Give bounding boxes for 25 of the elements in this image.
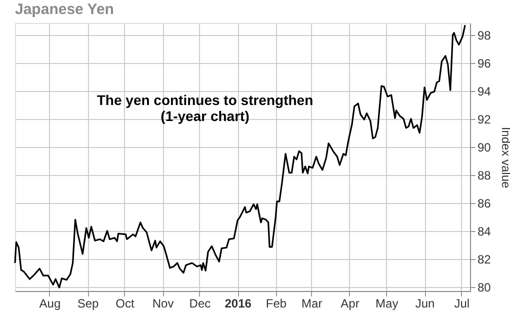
x-tick-label: Sep [77,296,100,310]
y-tick-label: 82 [478,252,492,266]
x-tick-label: Nov [152,296,174,310]
x-tick-label: Mar [302,296,322,310]
x-tick-label: Jul [454,296,470,310]
x-tick-label: 2016 [224,296,252,310]
y-tick-label: 92 [478,112,492,126]
y-tick-label: 84 [478,224,492,238]
x-tick-label: May [376,296,398,310]
x-tick-label: Oct [116,296,135,310]
y-tick-label: 86 [478,196,492,210]
y-tick-label: 94 [478,84,492,98]
chart-title: Japanese Yen [15,1,114,18]
annotation: The yen continues to strengthen (1-year chart) [96,92,314,124]
y-tick-label: 96 [478,56,492,70]
line-series [14,24,466,288]
x-tick-label: Aug [39,296,61,310]
y-tick-label: 80 [478,280,492,294]
y-tick-label: 98 [478,28,492,42]
y-tick-label: 88 [478,168,492,182]
x-tick-label: Dec [189,296,211,310]
x-tick-label: Apr [340,296,360,310]
y-tick-label: 90 [478,140,492,154]
x-tick-label: Feb [266,296,287,310]
x-tick-label: Jun [415,296,435,310]
